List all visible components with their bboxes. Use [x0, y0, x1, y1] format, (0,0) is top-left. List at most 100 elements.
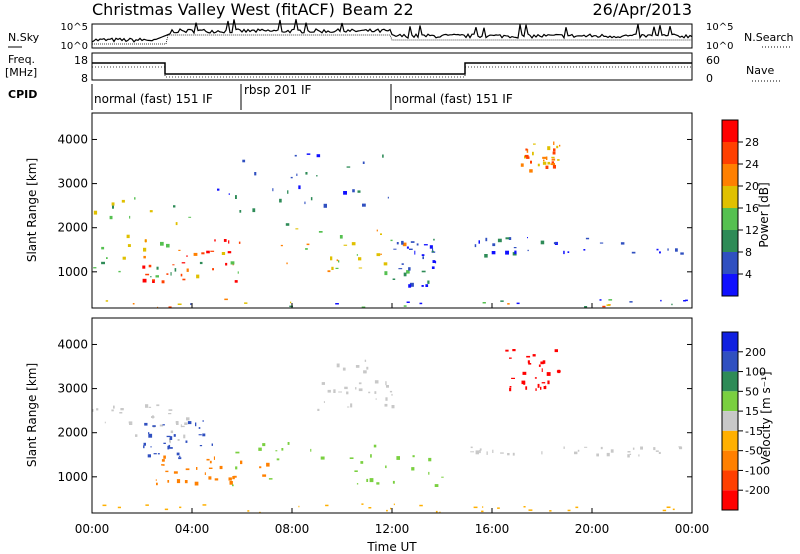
- velocity-cell: [214, 478, 219, 481]
- velocity-cell: [155, 479, 157, 481]
- velocity-cell: [358, 382, 362, 385]
- velocity-cell: [161, 459, 165, 462]
- power-cell: [305, 172, 308, 175]
- power-cell: [132, 303, 135, 305]
- power-cell: [402, 242, 407, 247]
- velocity-cell: [482, 506, 484, 508]
- power-cell: [298, 185, 301, 190]
- velocity-cell: [497, 507, 500, 509]
- power-cell: [491, 251, 496, 255]
- power-cell: [606, 304, 611, 306]
- power-cell: [105, 300, 109, 302]
- power-panel: 1000 2000 3000 4000 Slant Range [km]: [25, 112, 693, 309]
- nsky-label: N.Sky: [8, 31, 40, 44]
- velocity-cell: [202, 420, 204, 422]
- velocity-cell: [492, 449, 494, 453]
- velocity-cell: [606, 452, 610, 457]
- velocity-cell: [178, 457, 182, 460]
- power-cell: [484, 254, 488, 258]
- power-cell: [323, 203, 327, 208]
- power-cell: [112, 205, 114, 209]
- velocity-cell: [439, 511, 441, 514]
- velocity-cell: [175, 421, 178, 424]
- power-cell: [432, 248, 434, 251]
- power-colorbar-segment: [722, 230, 738, 252]
- velocity-cell: [509, 357, 512, 359]
- velocity-cell: [393, 503, 395, 506]
- power-cell: [685, 299, 688, 302]
- velocity-cell: [538, 364, 541, 367]
- velocity-cell: [532, 354, 536, 357]
- power-y-tick-label: 1000: [57, 265, 88, 279]
- velocity-cell: [386, 509, 388, 512]
- power-cell: [239, 210, 242, 213]
- power-cell: [212, 268, 214, 271]
- power-cell: [497, 238, 502, 243]
- power-cell: [508, 237, 512, 240]
- velocity-cell: [584, 446, 588, 448]
- power-cell: [584, 306, 588, 308]
- velocity-cell: [535, 388, 537, 391]
- power-colorbar-segment: [722, 142, 738, 164]
- velocity-cell: [150, 446, 152, 448]
- power-cell: [526, 156, 530, 159]
- power-cell: [550, 163, 553, 165]
- power-cell: [406, 246, 409, 249]
- velocity-cell: [317, 408, 320, 411]
- power-cell: [553, 242, 557, 244]
- power-cell: [201, 252, 205, 255]
- power-cell: [143, 247, 147, 252]
- velocity-cell: [600, 446, 603, 450]
- velocity-cell: [523, 381, 526, 385]
- velocity-cell: [145, 404, 149, 408]
- velocity-cell: [347, 406, 350, 408]
- velocity-cell: [135, 434, 138, 437]
- power-cell: [127, 244, 131, 247]
- velocity-cell: [610, 449, 614, 453]
- power-cell: [406, 270, 410, 274]
- velocity-y-tick-label: 2000: [57, 426, 88, 440]
- velocity-cell: [349, 457, 354, 459]
- velocity-cell: [358, 388, 363, 392]
- freq-series: [92, 62, 692, 75]
- velocity-cell: [527, 360, 530, 364]
- nave-series: [92, 66, 692, 78]
- power-cell: [545, 165, 549, 169]
- power-cell: [422, 256, 424, 260]
- power-cell: [152, 279, 155, 283]
- power-cell: [671, 303, 673, 306]
- power-cell: [188, 216, 192, 218]
- velocity-cell: [411, 467, 415, 471]
- power-cell: [272, 188, 274, 192]
- velocity-cell: [276, 458, 280, 461]
- power-cell: [667, 248, 669, 251]
- x-tick-label: 16:00: [475, 522, 510, 536]
- velocity-panel-frame: [91, 317, 693, 514]
- power-cell: [152, 279, 155, 281]
- velocity-cell: [229, 481, 233, 485]
- power-cell: [376, 229, 378, 232]
- power-cell: [553, 141, 555, 145]
- power-cell: [227, 251, 232, 254]
- power-cell: [173, 205, 176, 208]
- power-cell: [178, 249, 181, 251]
- velocity-cell: [235, 466, 238, 470]
- velocity-colorbar-segment: [722, 332, 738, 352]
- power-colorbar-tick-label: 24: [745, 158, 759, 171]
- power-cell: [547, 161, 551, 165]
- power-cell: [425, 284, 429, 287]
- x-tick-label: 00:00: [75, 522, 110, 536]
- power-cell: [150, 276, 152, 278]
- velocity-cell: [157, 453, 160, 455]
- velocity-cell: [534, 377, 537, 379]
- power-cell: [408, 267, 411, 271]
- velocity-cell: [577, 449, 580, 452]
- power-cell: [393, 248, 397, 250]
- power-colorbar-label: Power [dB]: [757, 182, 771, 247]
- power-cell: [351, 242, 356, 246]
- velocity-cell: [156, 404, 160, 407]
- power-cell: [533, 143, 536, 145]
- velocity-cell: [168, 413, 172, 415]
- power-cell: [238, 241, 241, 244]
- velocity-cell: [185, 440, 188, 443]
